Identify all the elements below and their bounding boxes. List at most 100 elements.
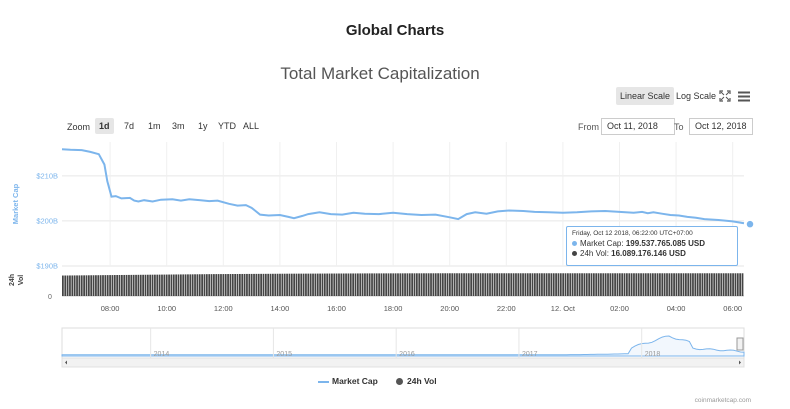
volume-bar xyxy=(720,273,723,296)
volume-bar xyxy=(394,273,397,296)
volume-bar xyxy=(139,274,142,296)
volume-bar xyxy=(474,273,477,296)
credit-link[interactable]: coinmarketcap.com xyxy=(694,397,751,404)
volume-bar xyxy=(113,275,116,296)
legend-market-cap[interactable]: Market Cap xyxy=(318,376,378,386)
zoom-1d-button[interactable]: 1d xyxy=(95,118,114,134)
zoom-3m-button[interactable]: 3m xyxy=(172,121,185,131)
volume-bar xyxy=(66,275,69,296)
volume-bar xyxy=(302,273,305,296)
volume-bar xyxy=(387,273,390,296)
navigator-series xyxy=(61,335,745,357)
navigator-year-label: 2014 xyxy=(154,351,170,358)
volume-bar xyxy=(272,273,274,296)
volume-bar xyxy=(545,273,548,296)
legend-volume[interactable]: 24h Vol xyxy=(396,376,437,386)
navigator-year-label: 2016 xyxy=(399,351,415,358)
linear-scale-button[interactable]: Linear Scale xyxy=(616,87,675,105)
volume-bar xyxy=(392,273,395,296)
volume-bar xyxy=(135,274,137,296)
zoom-1y-button[interactable]: 1y xyxy=(198,121,208,131)
tooltip-date: Friday, Oct 12 2018, 06:22:00 UTC+07:00 xyxy=(572,230,693,237)
menu-icon[interactable] xyxy=(738,91,750,102)
volume-bar xyxy=(62,275,64,296)
volume-bar xyxy=(231,274,234,296)
volume-bar xyxy=(489,273,491,296)
to-label: To xyxy=(674,122,684,132)
volume-bar xyxy=(583,273,586,296)
volume-bar xyxy=(385,273,388,296)
volume-bar xyxy=(644,273,647,296)
volume-bar xyxy=(512,273,515,296)
legend-line-icon xyxy=(318,380,329,383)
volume-bar xyxy=(519,273,522,296)
volume-bar xyxy=(637,273,640,296)
volume-bar xyxy=(588,273,591,296)
navigator-scrollbar[interactable] xyxy=(61,357,745,368)
volume-bar xyxy=(170,274,173,296)
volume-bar xyxy=(156,274,159,296)
volume-bar xyxy=(312,273,314,296)
volume-bar xyxy=(701,273,704,296)
volume-bar xyxy=(364,273,366,296)
volume-bar xyxy=(281,273,284,296)
volume-zero-tick: 0 xyxy=(48,294,52,301)
volume-bar xyxy=(210,274,213,296)
volume-bar xyxy=(538,273,541,296)
volume-bar xyxy=(574,273,576,296)
volume-bar xyxy=(380,273,383,296)
volume-bar xyxy=(286,273,288,296)
log-scale-button[interactable]: Log Scale xyxy=(676,91,717,101)
navigator-handle[interactable] xyxy=(736,337,744,351)
from-date-input[interactable]: Oct 11, 2018 xyxy=(601,118,675,135)
volume-bar xyxy=(168,274,170,296)
volume-bar xyxy=(241,273,244,296)
volume-bar xyxy=(118,275,121,296)
volume-bar xyxy=(335,273,338,296)
navigator[interactable]: 2014 2015 2016 2017 2018 xyxy=(61,327,745,368)
zoom-7d-button[interactable]: 7d xyxy=(124,121,135,131)
volume-bar xyxy=(470,273,473,296)
to-date-input[interactable]: Oct 12, 2018 xyxy=(689,118,753,135)
volume-bar xyxy=(736,273,739,296)
volume-bar xyxy=(255,273,258,296)
volume-bar xyxy=(434,273,437,296)
zoom-all-button[interactable]: ALL xyxy=(243,121,260,131)
volume-axis-label-2: Vol xyxy=(18,275,25,285)
scroll-right-icon[interactable] xyxy=(739,360,741,365)
volume-bar xyxy=(498,273,501,296)
volume-bar xyxy=(95,275,97,296)
volume-bar xyxy=(659,273,661,296)
x-tick-label: 12:00 xyxy=(214,304,233,313)
volume-bar xyxy=(651,273,654,296)
volume-bar xyxy=(97,275,100,296)
volume-bar xyxy=(536,273,539,296)
volume-bar xyxy=(508,273,510,296)
x-tick-label: 22:00 xyxy=(497,304,516,313)
volume-bar xyxy=(680,273,683,296)
volume-bar xyxy=(109,275,111,296)
volume-bar xyxy=(333,273,336,296)
fullscreen-icon[interactable] xyxy=(719,90,731,102)
volume-bar xyxy=(718,273,720,296)
market-cap-dot-icon xyxy=(572,241,577,247)
volume-bar xyxy=(611,273,614,296)
volume-bar xyxy=(279,273,281,296)
zoom-1m-button[interactable]: 1m xyxy=(148,121,161,131)
volume-bar xyxy=(604,273,607,296)
scroll-left-icon[interactable] xyxy=(65,360,67,365)
volume-bar xyxy=(533,273,536,296)
volume-bar xyxy=(727,273,730,296)
volume-bar xyxy=(328,273,331,296)
volume-bar xyxy=(616,273,619,296)
volume-bar xyxy=(104,275,107,296)
volume-bar xyxy=(710,273,713,296)
volume-bar xyxy=(472,273,475,296)
x-tick-label: 18:00 xyxy=(384,304,403,313)
volume-bar xyxy=(484,273,487,296)
zoom-ytd-button[interactable]: YTD xyxy=(218,121,236,131)
volume-bar xyxy=(408,273,411,296)
volume-bar xyxy=(300,273,303,296)
volume-bar xyxy=(144,274,147,296)
volume-bar xyxy=(179,274,182,296)
